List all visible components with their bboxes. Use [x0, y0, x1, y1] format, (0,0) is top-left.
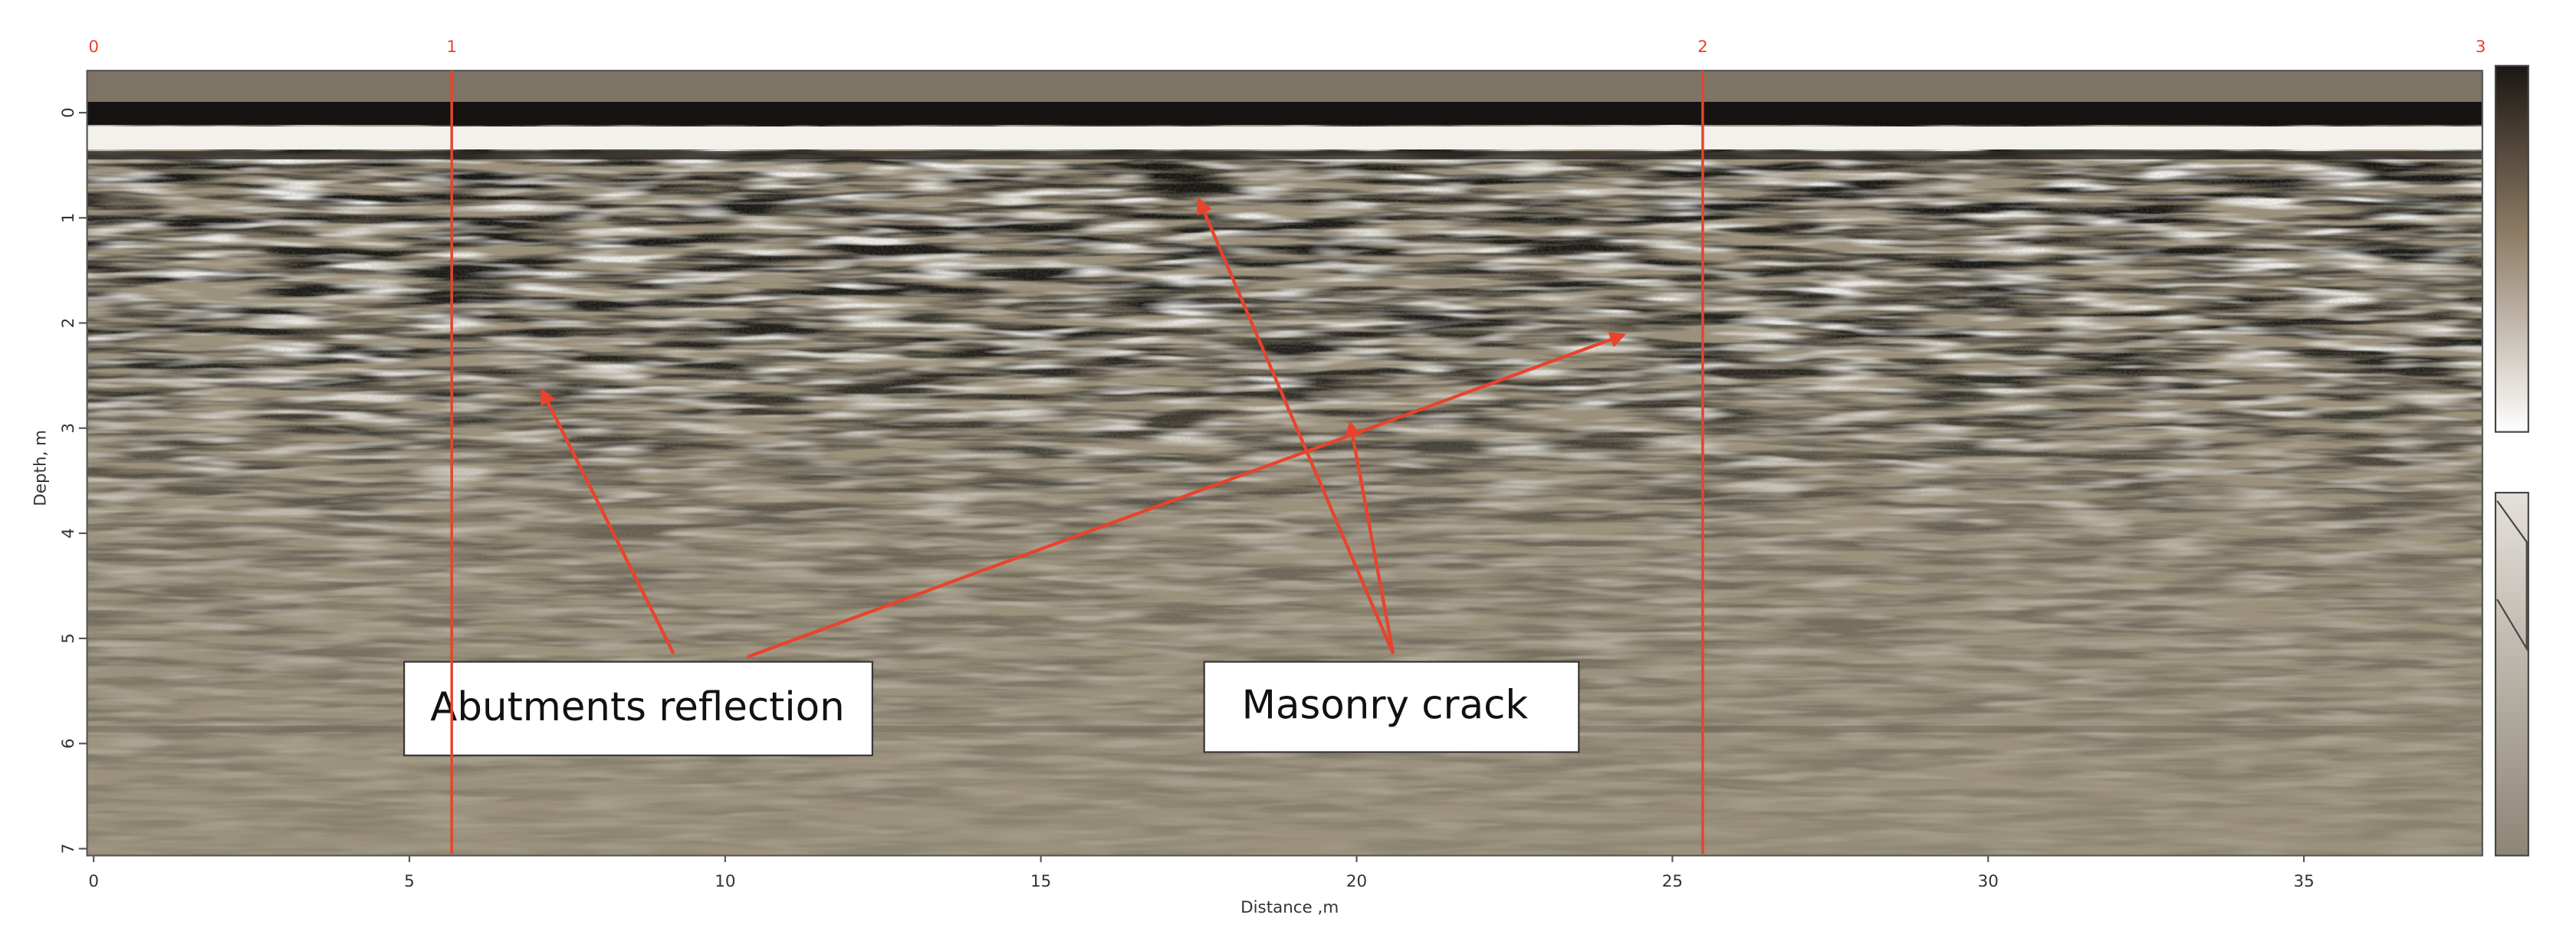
annotation-arrow — [540, 388, 675, 654]
y-tick-label: 4 — [59, 528, 78, 539]
annotation: Masonry crack — [1242, 683, 1529, 729]
y-tick-label: 5 — [59, 633, 78, 644]
annotation-arrow — [1197, 197, 1395, 654]
colorbar — [2494, 64, 2529, 433]
plot-frame — [86, 70, 2483, 857]
y-tick-label: 6 — [59, 738, 78, 749]
x-tick-label: 35 — [2293, 872, 2314, 891]
x-tick-label: 20 — [1346, 872, 1367, 891]
distance-marker-label: 0 — [88, 38, 99, 57]
y-tick-label: 3 — [59, 423, 78, 434]
gain-curve — [2496, 500, 2528, 652]
x-tick-label: 30 — [1978, 872, 1999, 891]
x-axis-label: Distance ,m — [1240, 898, 1339, 917]
distance-marker-label: 1 — [446, 38, 457, 57]
y-tick-label: 0 — [59, 107, 78, 118]
annotation-arrow — [747, 332, 1627, 659]
distance-marker-label: 3 — [2476, 38, 2486, 57]
y-tick-label: 1 — [59, 212, 78, 223]
x-tick-label: 0 — [88, 872, 99, 891]
x-tick-label: 10 — [715, 872, 735, 891]
annotation-arrow — [1345, 420, 1395, 654]
gain-bar — [2494, 491, 2529, 857]
annotation-box — [1203, 661, 1580, 753]
annotation: Abutments reflection — [430, 684, 844, 730]
y-axis-label: Depth, m — [31, 430, 51, 507]
annotation-box — [403, 661, 873, 756]
y-tick-label: 2 — [59, 318, 78, 329]
y-tick-label: 7 — [59, 844, 78, 854]
x-tick-label: 5 — [404, 872, 415, 891]
x-tick-label: 25 — [1662, 872, 1683, 891]
distance-marker-label: 2 — [1697, 38, 1708, 57]
x-tick-label: 15 — [1030, 872, 1051, 891]
